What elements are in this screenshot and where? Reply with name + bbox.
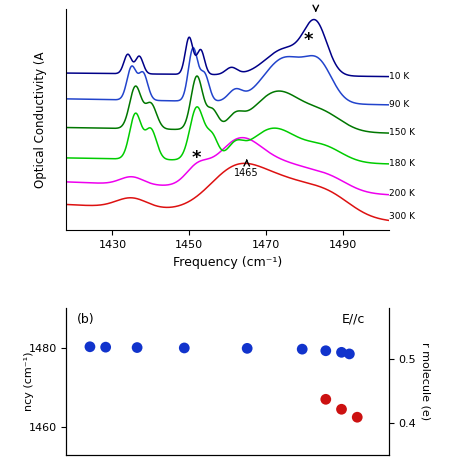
- Text: 150 K: 150 K: [389, 128, 415, 137]
- Point: [243, 345, 251, 352]
- Text: 10 K: 10 K: [389, 72, 409, 81]
- Text: 1465: 1465: [235, 168, 259, 178]
- Y-axis label: ncy (cm⁻¹): ncy (cm⁻¹): [24, 352, 34, 411]
- Point: [346, 350, 353, 358]
- Y-axis label: Optical Conductivity (A: Optical Conductivity (A: [34, 52, 47, 188]
- Text: *: *: [303, 31, 313, 49]
- Text: 300 K: 300 K: [389, 212, 415, 221]
- Text: 200 K: 200 K: [389, 189, 415, 198]
- Point: [86, 343, 94, 351]
- Point: [337, 405, 345, 413]
- Point: [102, 343, 109, 351]
- Text: E//c: E//c: [342, 312, 365, 326]
- Point: [337, 348, 345, 356]
- Point: [322, 395, 329, 403]
- Point: [133, 344, 141, 351]
- Point: [322, 347, 329, 355]
- Text: *: *: [192, 149, 201, 167]
- Point: [354, 413, 361, 421]
- Point: [181, 344, 188, 352]
- Text: (b): (b): [77, 312, 95, 326]
- Text: 90 K: 90 K: [389, 100, 409, 109]
- Point: [299, 346, 306, 353]
- Text: 180 K: 180 K: [389, 159, 415, 168]
- Y-axis label: r molecule (e): r molecule (e): [420, 342, 430, 420]
- X-axis label: Frequency (cm⁻¹): Frequency (cm⁻¹): [173, 255, 282, 269]
